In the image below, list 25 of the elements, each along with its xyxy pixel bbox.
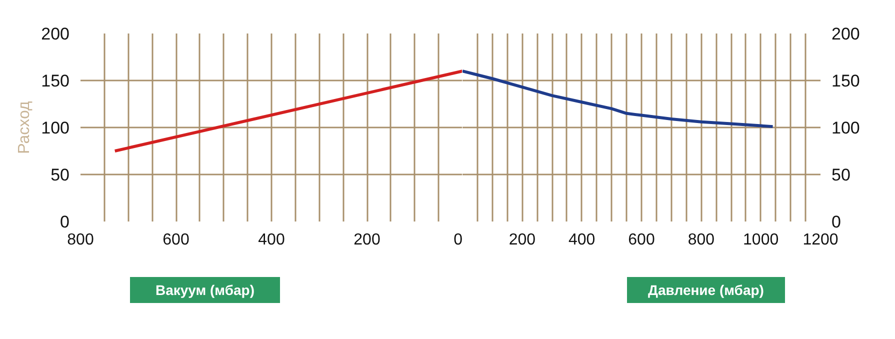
line-series [462,70,774,128]
x-tick-label: 200 [354,232,380,248]
x-tick-label: 600 [628,232,655,248]
x-axis-title: Вакуум (мбар) [130,277,280,303]
x-tick-label: 600 [162,232,190,248]
y-tick-label: 50 [50,166,70,184]
x-tick-label: 1000 [743,232,779,248]
y-tick-label: 0 [832,212,841,232]
x-tick-label: 800 [67,232,94,248]
x-axis-title: Давление (мбар) [627,277,785,303]
y-tick-label: 150 [832,72,860,90]
y-tick-label: 100 [832,118,860,138]
x-tick-label: 0 [454,232,463,248]
x-tick-label: 400 [258,232,285,248]
x-tick-label: 200 [508,232,536,248]
y-tick-label: 200 [41,24,70,44]
y-tick-label: 200 [832,24,860,44]
y-axis-title: Расход [16,100,34,154]
y-tick-label: 150 [41,72,70,90]
x-tick-label: 800 [688,232,715,248]
y-tick-label: 50 [832,166,850,184]
y-tick-label: 0 [60,212,70,232]
x-tick-label: 1200 [802,232,838,248]
x-tick-label: 400 [568,232,596,248]
y-tick-label: 100 [41,118,70,138]
